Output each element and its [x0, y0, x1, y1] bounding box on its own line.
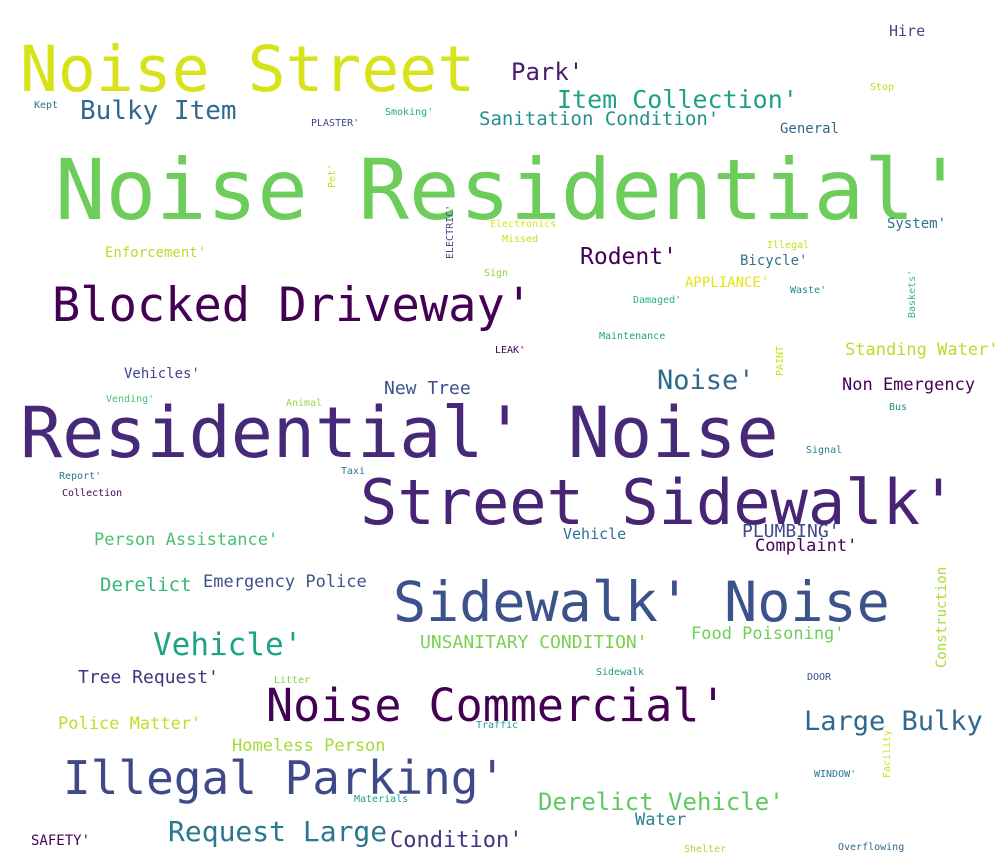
word: Item Collection' — [557, 85, 798, 114]
word: PAINT — [775, 345, 786, 376]
word: Standing Water' — [845, 340, 999, 360]
word: Tree Request' — [78, 667, 219, 688]
word: Person Assistance' — [94, 530, 279, 550]
word: SAFETY' — [31, 833, 91, 849]
word: New Tree — [384, 378, 471, 399]
word: Park' — [511, 58, 584, 86]
word: Street Sidewalk' — [360, 466, 958, 539]
word: DOOR — [807, 672, 832, 683]
word: Stop — [870, 82, 895, 93]
word: APPLIANCE' — [685, 275, 770, 291]
word: LEAK' — [495, 345, 526, 356]
word: Complaint' — [755, 536, 858, 556]
word: Request Large — [168, 815, 388, 848]
word: Condition' — [390, 828, 523, 853]
word: Smoking' — [385, 107, 434, 118]
word: Sidewalk' Noise — [393, 570, 890, 634]
word: Blocked Driveway' — [52, 278, 534, 333]
word: Noise Street — [20, 33, 476, 106]
word: Signal — [806, 445, 843, 456]
word: Non Emergency — [842, 375, 976, 395]
word: Food Poisoning' — [691, 624, 845, 644]
word: Shelter — [684, 844, 727, 855]
word: Overflowing — [838, 842, 905, 853]
word: Vehicle — [563, 525, 627, 543]
word: Illegal Parking' — [63, 751, 507, 805]
word: Litter — [274, 675, 311, 686]
word: PLASTER' — [311, 118, 360, 129]
word: Missed — [502, 234, 539, 245]
word: Noise' — [657, 365, 755, 396]
word: Facility' — [882, 723, 893, 778]
word: Vending' — [106, 394, 155, 405]
word: Sanitation Condition' — [479, 108, 720, 130]
word: WINDOW' — [814, 769, 857, 780]
word: Waste' — [790, 285, 827, 296]
word: Derelict — [100, 574, 192, 596]
word: General — [780, 121, 840, 137]
word: Rodent' — [580, 244, 677, 270]
word: Emergency Police — [203, 572, 367, 592]
word: ELECTRIC' — [445, 204, 456, 259]
word: Residential' Noise — [20, 392, 779, 474]
word: Report' — [59, 471, 102, 482]
word: Illegal — [767, 240, 810, 251]
word: Noise Residential' — [55, 141, 966, 239]
word: UNSANITARY CONDITION' — [420, 632, 648, 653]
word: Electronics — [490, 219, 557, 230]
word: Bicycle' — [740, 253, 808, 269]
word: Kept — [34, 100, 59, 111]
word: Animal — [286, 398, 323, 409]
word: Water — [635, 810, 687, 830]
word: Maintenance — [599, 331, 666, 342]
word: Pet' — [327, 163, 338, 188]
word: Traffic — [476, 720, 519, 731]
word: PLUMBING' — [742, 521, 840, 542]
word: Taxi — [341, 466, 366, 477]
word: Vehicle' — [153, 627, 303, 663]
word: Hire — [889, 22, 926, 40]
word: Sign — [484, 268, 509, 279]
word: Bulky Item — [80, 96, 237, 126]
word: Homeless Person — [232, 736, 386, 756]
word: System' — [887, 216, 947, 232]
word: Collection — [62, 488, 123, 499]
word: Materials — [354, 794, 409, 805]
word: Enforcement' — [105, 245, 207, 261]
word: Large Bulky — [804, 706, 983, 737]
word: Derelict Vehicle' — [538, 788, 784, 816]
word: Baskets' — [907, 269, 918, 318]
word: Vehicles' — [124, 366, 200, 382]
word: Noise Commercial' — [266, 679, 727, 732]
word: Bus — [889, 402, 908, 413]
word: Damaged' — [633, 295, 682, 306]
word: Police Matter' — [58, 714, 202, 734]
word: Construction — [934, 566, 950, 668]
word: Sidewalk — [596, 667, 645, 678]
